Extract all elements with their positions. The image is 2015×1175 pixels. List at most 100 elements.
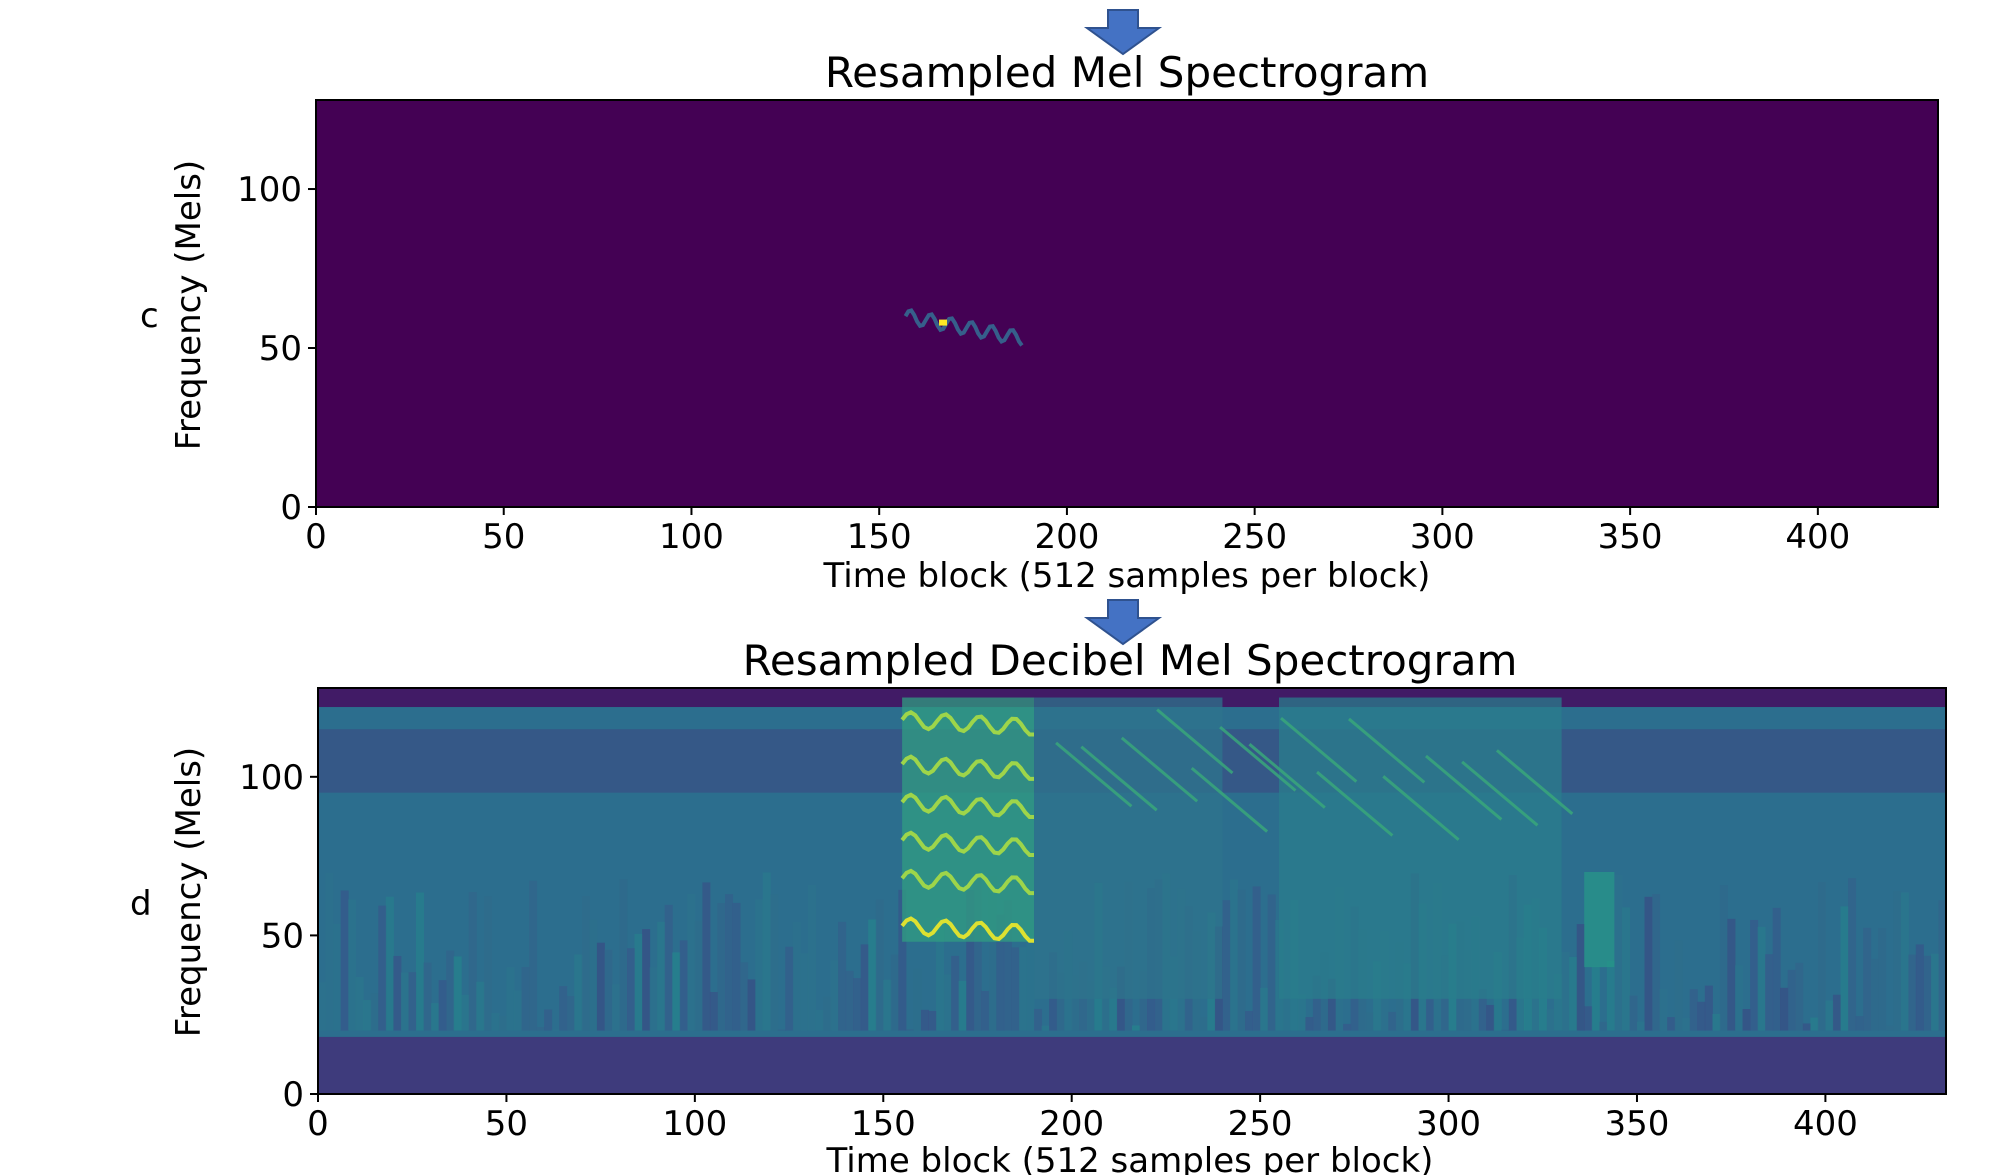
- chart-d-streak: [725, 894, 734, 1031]
- chart-d-streak: [1667, 1017, 1676, 1031]
- chart-d-streak: [1365, 1012, 1374, 1031]
- chart-d-streak: [513, 990, 522, 1031]
- chart-d-streak: [581, 896, 590, 1031]
- chart-d-streak: [325, 872, 334, 1031]
- chart-d-streak: [574, 954, 583, 1031]
- chart-d-chirp: [1156, 708, 1234, 775]
- chart-d-streak: [649, 967, 658, 1031]
- chart-d-streak: [1109, 987, 1118, 1031]
- chart-d-streak: [1780, 987, 1789, 1031]
- chart-d-streak: [589, 919, 598, 1031]
- chart-c-yticks: 0 50 100: [237, 170, 316, 528]
- chart-d-streak: [755, 899, 764, 1031]
- chart-d-title: Resampled Decibel Mel Spectrogram: [743, 636, 1518, 685]
- chart-d-streak: [747, 979, 756, 1031]
- chart-d-streak: [1938, 900, 1946, 1031]
- chart-d-streak: [1802, 1023, 1811, 1031]
- chart-d-streak: [348, 899, 357, 1031]
- chart-d-streak: [1086, 980, 1095, 1031]
- chart-d-activity-region: [1034, 697, 1223, 999]
- chart-d-streak: [1765, 954, 1774, 1031]
- chart-d-streak: [1018, 947, 1027, 1031]
- chart-d-xtick-label: 100: [662, 1104, 727, 1144]
- chart-d-streak: [1584, 1006, 1593, 1031]
- chart-d-streak: [318, 982, 327, 1031]
- chart-d-streak: [1719, 885, 1728, 1031]
- chart-c-features: [903, 308, 1024, 347]
- chart-d-streak: [1742, 1009, 1751, 1031]
- chart-d-streak: [1840, 906, 1849, 1031]
- chart-d-streak: [1923, 955, 1932, 1031]
- chart-d-streak: [1757, 926, 1766, 1031]
- chart-d-streak: [1621, 907, 1630, 1031]
- chart-d-chirp: [1316, 770, 1394, 837]
- chart-c-heatmap: [316, 100, 1938, 507]
- chart-c-xtick-label: 200: [1034, 517, 1099, 557]
- chart-d-xtick-label: 50: [485, 1104, 528, 1144]
- chart-d-streak: [1486, 1004, 1495, 1031]
- chart-d-streak: [1848, 878, 1857, 1031]
- chart-d-streak: [1267, 894, 1276, 1031]
- chart-c-xtick-label: 300: [1410, 517, 1475, 557]
- chart-d-streak: [1870, 958, 1879, 1031]
- chart-d-streak: [702, 882, 711, 1031]
- chart-d-streak: [807, 884, 816, 1031]
- chart-c-title: Resampled Mel Spectrogram: [825, 48, 1429, 97]
- chart-d-streak: [732, 902, 741, 1031]
- chart-d-streak: [483, 896, 492, 1031]
- chart-d-streak: [717, 902, 726, 1031]
- chart-d-streak: [913, 968, 922, 1031]
- chart-d-harmonic: [900, 754, 1034, 781]
- chart-d-streak: [996, 914, 1005, 1031]
- chart-d-streak: [491, 1012, 500, 1031]
- chart-d-streak: [642, 929, 651, 1031]
- chart-d-streak: [333, 923, 342, 1031]
- chart-d-low-band: [318, 1036, 1946, 1094]
- chart-d-streak: [1810, 1017, 1819, 1031]
- chart-d-streak: [1139, 970, 1148, 1031]
- chart-d-streak: [762, 872, 771, 1031]
- chart-d-streak: [423, 962, 432, 1031]
- chart-c-xtick-label: 350: [1598, 517, 1663, 557]
- chart-d-streak: [1599, 1021, 1608, 1031]
- chart-d-streak: [905, 1029, 914, 1031]
- chart-d-streak: [551, 1029, 560, 1031]
- chart-d-streak: [1056, 972, 1065, 1031]
- chart-d-streak: [634, 933, 643, 1031]
- chart-d-streak: [1260, 987, 1269, 1031]
- chart-c-xtick-label: 250: [1222, 517, 1287, 557]
- chart-d-ytick-label: 50: [261, 916, 304, 956]
- chart-d-streak: [1606, 960, 1615, 1031]
- chart-d-streak: [1652, 893, 1661, 1031]
- chart-d-streak: [1252, 886, 1261, 1031]
- chart-d-streak: [506, 967, 515, 1031]
- chart-d-streak: [476, 981, 485, 1031]
- chart-d-streak: [1478, 989, 1487, 1031]
- chart-d-streak: [393, 955, 402, 1031]
- chart-d-streak: [687, 893, 696, 1031]
- chart-d-streak: [898, 889, 907, 1031]
- chart-d-streak: [559, 986, 568, 1031]
- chart-d-streak: [1222, 900, 1231, 1031]
- chart-d-streak: [1312, 975, 1321, 1031]
- chart-d-streak: [958, 980, 967, 1031]
- chart-d-streak: [370, 993, 379, 1031]
- chart-d-streak: [1727, 918, 1736, 1031]
- chart-d-streak: [1026, 922, 1035, 1031]
- chart-d-streak: [672, 952, 681, 1031]
- chart-d-xtick-label: 250: [1228, 1104, 1293, 1144]
- chart-d-streak: [830, 960, 839, 1031]
- chart-d-activity-region: [902, 697, 1035, 942]
- chart-d-chirp: [1425, 754, 1503, 821]
- chart-d-streak: [1644, 896, 1653, 1031]
- chart-d-streak: [1576, 924, 1585, 1031]
- chart-d-streak: [1908, 954, 1917, 1031]
- chart-d-streak: [1674, 940, 1683, 1031]
- chart-d-streak: [1704, 985, 1713, 1031]
- chart-d-streak: [340, 890, 349, 1031]
- chart-d-streak: [385, 896, 394, 1031]
- chart-d-streak: [544, 1009, 553, 1031]
- chart-d-streak: [1629, 995, 1638, 1031]
- chart-d-activity-region: [1278, 697, 1562, 999]
- chart-d-activity-region: [1584, 871, 1615, 968]
